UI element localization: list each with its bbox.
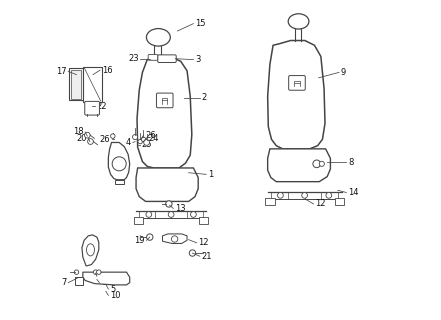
FancyBboxPatch shape: [335, 197, 344, 204]
Circle shape: [93, 270, 98, 274]
FancyBboxPatch shape: [71, 70, 81, 99]
Ellipse shape: [86, 244, 94, 256]
Ellipse shape: [146, 28, 170, 46]
Circle shape: [302, 193, 307, 198]
Text: 18: 18: [73, 127, 83, 136]
FancyBboxPatch shape: [289, 76, 305, 90]
Text: 20: 20: [76, 134, 87, 143]
Text: 14: 14: [348, 188, 359, 197]
FancyBboxPatch shape: [148, 54, 158, 60]
Circle shape: [133, 134, 138, 140]
Circle shape: [88, 139, 93, 144]
Text: 13: 13: [175, 204, 186, 213]
Text: 5: 5: [110, 284, 115, 293]
Circle shape: [138, 139, 142, 144]
Circle shape: [85, 132, 90, 138]
Text: 26: 26: [99, 135, 110, 144]
Text: 6: 6: [98, 272, 104, 281]
Text: 4: 4: [126, 138, 131, 147]
Polygon shape: [108, 142, 130, 180]
Polygon shape: [268, 149, 330, 182]
FancyBboxPatch shape: [134, 217, 143, 224]
Circle shape: [146, 212, 152, 217]
Circle shape: [172, 236, 178, 242]
Text: 24: 24: [148, 134, 159, 143]
Text: 1: 1: [208, 170, 213, 179]
Text: 12: 12: [198, 238, 209, 247]
FancyBboxPatch shape: [158, 55, 176, 62]
Circle shape: [313, 160, 321, 168]
Circle shape: [319, 161, 325, 166]
Text: 7: 7: [61, 278, 67, 287]
Polygon shape: [163, 234, 187, 244]
Circle shape: [97, 270, 101, 274]
Circle shape: [326, 193, 332, 198]
Text: 22: 22: [96, 102, 107, 111]
Text: 19: 19: [135, 236, 145, 245]
Circle shape: [112, 157, 126, 171]
Text: 8: 8: [348, 158, 353, 167]
Circle shape: [189, 250, 196, 256]
Polygon shape: [82, 235, 99, 266]
Circle shape: [191, 212, 196, 217]
Text: 25: 25: [142, 140, 152, 149]
FancyBboxPatch shape: [69, 68, 83, 100]
Text: 16: 16: [102, 66, 112, 75]
Text: 26: 26: [145, 131, 156, 140]
FancyBboxPatch shape: [265, 197, 275, 204]
Text: 21: 21: [202, 252, 212, 261]
Circle shape: [277, 193, 283, 198]
Text: 17: 17: [56, 67, 67, 76]
Circle shape: [144, 140, 149, 145]
Ellipse shape: [288, 14, 309, 29]
Polygon shape: [75, 277, 83, 285]
Circle shape: [111, 134, 115, 138]
Text: 2: 2: [202, 93, 207, 102]
Text: 3: 3: [195, 55, 200, 64]
Circle shape: [166, 201, 172, 207]
Text: 23: 23: [128, 54, 138, 63]
FancyBboxPatch shape: [199, 217, 209, 224]
Circle shape: [141, 137, 146, 141]
FancyBboxPatch shape: [83, 67, 102, 102]
FancyBboxPatch shape: [85, 101, 99, 115]
Polygon shape: [83, 272, 130, 285]
Text: 15: 15: [195, 19, 206, 28]
Circle shape: [168, 212, 174, 217]
Text: 9: 9: [340, 68, 346, 77]
Text: 11: 11: [101, 278, 112, 287]
Polygon shape: [136, 168, 198, 201]
Polygon shape: [115, 180, 124, 184]
Text: 12: 12: [315, 199, 325, 208]
Polygon shape: [268, 41, 325, 149]
Polygon shape: [137, 56, 192, 168]
Text: 10: 10: [110, 291, 120, 300]
Circle shape: [74, 270, 78, 274]
FancyBboxPatch shape: [157, 93, 173, 108]
Circle shape: [146, 234, 153, 240]
